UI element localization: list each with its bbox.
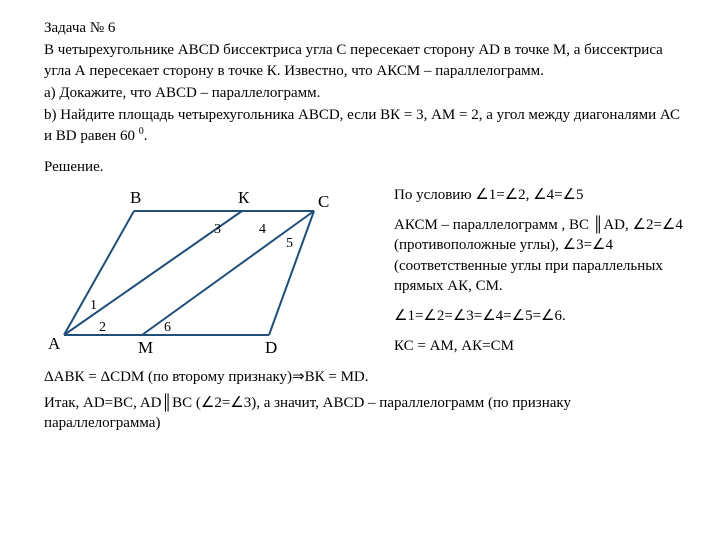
svg-text:4: 4	[259, 222, 266, 237]
svg-text:D: D	[265, 338, 277, 357]
solution-label: Решение.	[44, 157, 686, 177]
svg-text:С: С	[318, 192, 329, 211]
svg-text:6: 6	[164, 320, 171, 335]
svg-text:3: 3	[214, 222, 221, 237]
problem-item-a: a) Докажите, что ABCD – параллелограмм.	[44, 83, 686, 103]
problem-statement: Задача № 6 В четырехугольнике ABCD биссе…	[44, 18, 686, 147]
problem-title: Задача № 6	[44, 18, 686, 38]
solution-line: По условию ∠1=∠2, ∠4=∠5	[394, 185, 686, 205]
problem-item-b: b) Найдите площадь четырехугольника ABCD…	[44, 105, 686, 147]
svg-text:М: М	[138, 338, 153, 357]
svg-text:К: К	[238, 188, 250, 207]
solution-line: КС = АМ, АК=СМ	[394, 336, 686, 356]
solution-bottom: ΔАВК = ΔCDM (по второму признаку)⇒ВК = М…	[44, 367, 686, 434]
solution-line: ∠1=∠2=∠3=∠4=∠5=∠6.	[394, 306, 686, 326]
svg-text:В: В	[130, 188, 141, 207]
problem-body: В четырехугольнике ABCD биссектриса угла…	[44, 40, 686, 81]
solution-line: АКСМ – параллелограмм , ВС ║AD, ∠2=∠4 (п…	[394, 215, 686, 296]
geometry-figure: A В К С М D 12 3 4 5 6	[44, 185, 374, 367]
solution-line: Итак, AD=BC, AD║BC (∠2=∠3), а значит, AB…	[44, 393, 686, 434]
svg-text:A: A	[48, 334, 61, 353]
solution-right-column: По условию ∠1=∠2, ∠4=∠5 АКСМ – параллело…	[374, 185, 686, 367]
svg-text:1: 1	[90, 298, 97, 313]
svg-text:5: 5	[286, 236, 293, 251]
svg-text:2: 2	[99, 320, 106, 335]
solution-line: ΔАВК = ΔCDM (по второму признаку)⇒ВК = М…	[44, 367, 686, 387]
